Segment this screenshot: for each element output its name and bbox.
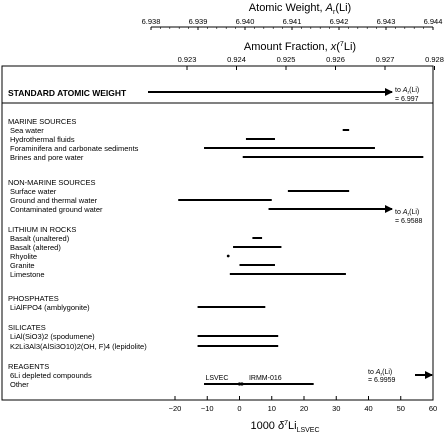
nonmarine-note-line2: = 6.9588 bbox=[395, 218, 423, 225]
top2-tick-label: 0.925 bbox=[277, 55, 296, 64]
group-title-nonmarine: NON-MARINE SOURCES bbox=[8, 178, 96, 187]
bottom-axis-ticks: −20 −10 0 10 20 30 40 50 60 bbox=[169, 396, 437, 413]
top2-tick-label: 0.924 bbox=[227, 55, 246, 64]
label-brines: Brines and pore water bbox=[10, 153, 84, 162]
standard-note-line2: = 6.997 bbox=[395, 96, 419, 103]
top1-tick-label: 6.944 bbox=[424, 17, 443, 26]
label-rhyolite: Rhyolite bbox=[10, 252, 37, 261]
bottom-tick-label: −20 bbox=[169, 404, 182, 413]
top1-tick-label: 6.939 bbox=[189, 17, 208, 26]
top1-tick-label: 6.943 bbox=[377, 17, 396, 26]
reagents-note-line1: to Ar(Li) bbox=[368, 369, 392, 378]
label-amblygonite: LiAlFPO4 (amblygonite) bbox=[10, 303, 90, 312]
label-hydrothermal: Hydrothermal fluids bbox=[10, 135, 75, 144]
reagents-note-line2: = 6.9959 bbox=[368, 377, 396, 384]
label-basalt-unaltered: Basalt (unaltered) bbox=[10, 234, 70, 243]
label-lepidolite: K2Li3Al3(AlSi3O10)2(OH, F)4 (lepidolite) bbox=[10, 342, 147, 351]
label-sea-water: Sea water bbox=[10, 126, 44, 135]
top1-tick-label: 6.941 bbox=[283, 17, 302, 26]
label-granite: Granite bbox=[10, 261, 35, 270]
standard-note-line1: to Ar(Li) bbox=[395, 87, 419, 96]
bottom-tick-label: 40 bbox=[364, 404, 372, 413]
top-axis-1-title: Atomic Weight, Ar(Li) bbox=[249, 2, 351, 16]
top-axis-2-ticks: 0.923 0.924 0.925 0.926 0.927 0.928 bbox=[178, 55, 444, 70]
label-ground-thermal: Ground and thermal water bbox=[10, 196, 98, 205]
label-other: Other bbox=[10, 380, 29, 389]
top2-tick-label: 0.926 bbox=[326, 55, 345, 64]
bottom-tick-label: −10 bbox=[201, 404, 214, 413]
bottom-tick-label: 60 bbox=[429, 404, 437, 413]
bottom-axis-title: 1000 δ7LiLSVEC bbox=[250, 420, 319, 434]
marker-dot-lsvec bbox=[237, 382, 242, 386]
bottom-tick-label: 0 bbox=[237, 404, 241, 413]
marker-label-irmm016: IRMM-016 bbox=[249, 375, 282, 382]
label-li6-depleted: 6Li depleted compounds bbox=[10, 371, 92, 380]
range-bars: LSVEC IRMM-016 bbox=[178, 129, 433, 386]
label-limestone: Limestone bbox=[10, 270, 45, 279]
group-title-phosphates: PHOSPHATES bbox=[8, 294, 59, 303]
top1-tick-label: 6.942 bbox=[330, 17, 349, 26]
top1-tick-label: 6.940 bbox=[236, 17, 255, 26]
nonmarine-note-line1: to Ar(Li) bbox=[395, 209, 419, 218]
label-contaminated: Contaminated ground water bbox=[10, 205, 103, 214]
top-axis-2-title: Amount Fraction, x(7Li) bbox=[244, 41, 356, 53]
group-title-reagents: REAGENTS bbox=[8, 362, 49, 371]
label-spodumene: LiAl(SiO3)2 (spodumene) bbox=[10, 332, 95, 341]
bottom-tick-label: 10 bbox=[268, 404, 276, 413]
bottom-tick-label: 50 bbox=[397, 404, 405, 413]
label-surface-water: Surface water bbox=[10, 187, 57, 196]
marker-dot-irmm016 bbox=[240, 382, 244, 386]
group-title-silicates: SILICATES bbox=[8, 323, 46, 332]
bottom-tick-label: 30 bbox=[332, 404, 340, 413]
standard-title: STANDARD ATOMIC WEIGHT bbox=[8, 88, 127, 98]
bottom-tick-label: 20 bbox=[300, 404, 308, 413]
top1-tick-label: 6.938 bbox=[142, 17, 161, 26]
plot-box bbox=[1, 65, 434, 401]
top2-tick-label: 0.928 bbox=[425, 55, 444, 64]
top2-tick-label: 0.923 bbox=[178, 55, 197, 64]
label-foraminifera: Foraminifera and carbonate sediments bbox=[10, 144, 139, 153]
marker-label-lsvec: LSVEC bbox=[205, 375, 228, 382]
top-axis-1-ticks: 6.938 6.939 6.940 6.941 6.942 6.943 6.944 bbox=[142, 17, 443, 30]
group-title-marine: MARINE SOURCES bbox=[8, 117, 76, 126]
label-basalt-altered: Basalt (altered) bbox=[10, 243, 61, 252]
group-title-rocks: LITHIUM IN ROCKS bbox=[8, 225, 76, 234]
top2-tick-label: 0.927 bbox=[376, 55, 395, 64]
range-dot bbox=[226, 254, 230, 258]
